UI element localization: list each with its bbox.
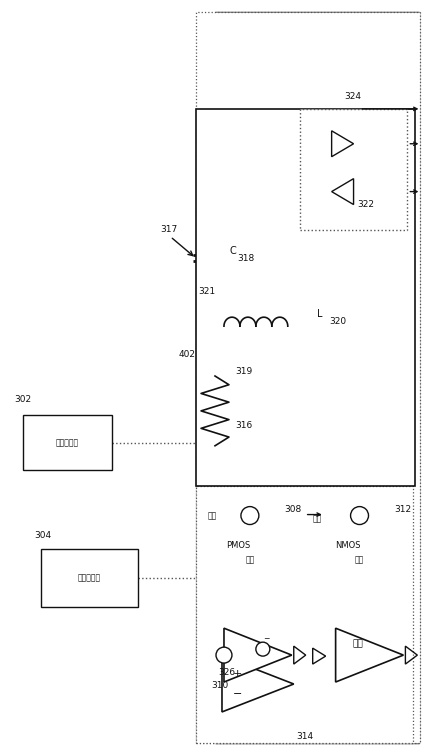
Text: NMOS: NMOS: [335, 541, 360, 550]
Text: 308: 308: [285, 505, 302, 514]
Bar: [196, 485, 414, 743]
Text: 318: 318: [237, 254, 254, 263]
Text: PMOS: PMOS: [226, 541, 250, 550]
Text: 324: 324: [345, 92, 362, 101]
Text: ロー: ロー: [313, 514, 322, 523]
Text: 320: 320: [330, 317, 347, 326]
Text: 304: 304: [35, 531, 52, 540]
Text: 302: 302: [15, 395, 32, 404]
Text: 固定電圧器: 固定電圧器: [78, 574, 101, 583]
Text: L: L: [317, 309, 323, 319]
Polygon shape: [332, 178, 354, 205]
Text: オフ: オフ: [355, 555, 364, 564]
Text: 326: 326: [218, 668, 235, 677]
Bar: [196, 12, 420, 743]
Text: ハイ: ハイ: [352, 640, 363, 649]
Circle shape: [256, 642, 270, 656]
Polygon shape: [332, 131, 354, 156]
Text: 312: 312: [394, 505, 411, 514]
Text: −: −: [233, 689, 242, 699]
Text: 319: 319: [235, 367, 252, 376]
Circle shape: [241, 507, 259, 525]
Circle shape: [351, 507, 368, 525]
Polygon shape: [336, 628, 404, 682]
Bar: [41, 550, 138, 607]
Text: 321: 321: [198, 287, 215, 296]
Text: 可変電圧器: 可変電圧器: [56, 438, 79, 448]
Text: ロー: ロー: [207, 511, 216, 520]
Bar: [23, 415, 112, 469]
Polygon shape: [224, 628, 292, 682]
Text: C: C: [229, 246, 236, 256]
Text: +: +: [233, 669, 242, 679]
Text: 314: 314: [296, 733, 313, 742]
Polygon shape: [222, 656, 294, 712]
Text: 310: 310: [211, 680, 229, 689]
Text: オン: オン: [245, 555, 255, 564]
Text: −: −: [263, 634, 269, 643]
Text: 402: 402: [178, 349, 195, 358]
Text: 316: 316: [235, 421, 252, 430]
Bar: [196, 109, 415, 485]
Text: 317: 317: [160, 225, 178, 234]
Bar: [300, 109, 407, 231]
Circle shape: [216, 647, 232, 663]
Text: 322: 322: [358, 200, 375, 209]
